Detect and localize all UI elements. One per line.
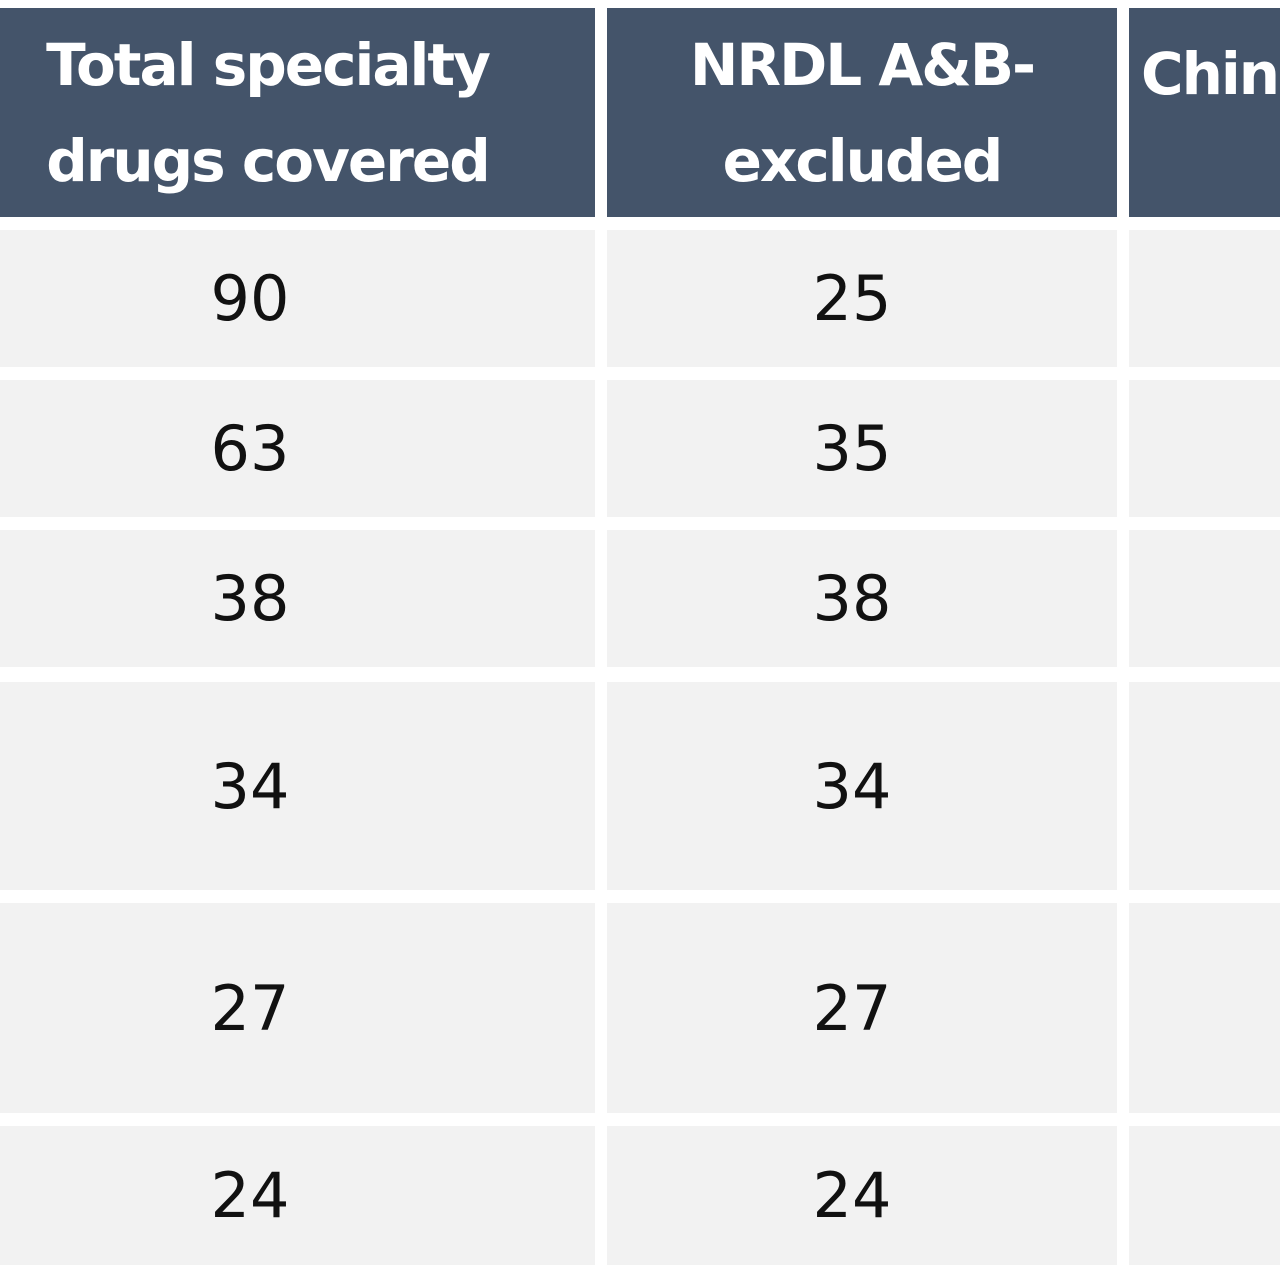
- empty-cell: [1129, 903, 1280, 1113]
- header-cell: NRDL A&B-excluded: [607, 8, 1117, 217]
- header-cell: Total specialty drugs covered: [0, 8, 595, 217]
- empty-cell: [1129, 230, 1280, 367]
- empty-cell: [1129, 1126, 1280, 1265]
- table-cell: 38: [607, 530, 1117, 667]
- table-cell: 63: [0, 380, 595, 517]
- empty-cell: [1129, 380, 1280, 517]
- table-cell: 34: [0, 682, 595, 890]
- header-cell: Chin: [1129, 8, 1280, 217]
- table-cell: 90: [0, 230, 595, 367]
- table-cell: 34: [607, 682, 1117, 890]
- table-cell: 27: [0, 903, 595, 1113]
- table-cell: 35: [607, 380, 1117, 517]
- empty-cell: [1129, 530, 1280, 667]
- table-cell: 27: [607, 903, 1117, 1113]
- table-cell: 24: [607, 1126, 1117, 1265]
- table-cell: 24: [0, 1126, 595, 1265]
- empty-cell: [1129, 682, 1280, 890]
- table-cell: 38: [0, 530, 595, 667]
- table-cell: 25: [607, 230, 1117, 367]
